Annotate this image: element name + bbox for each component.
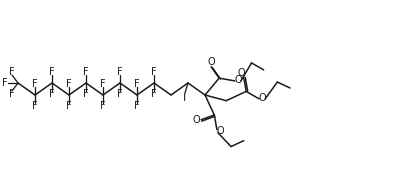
Text: F: F	[100, 101, 106, 111]
Text: F: F	[9, 67, 15, 77]
Text: F: F	[49, 89, 55, 99]
Text: O: O	[192, 115, 200, 125]
Text: I: I	[182, 93, 186, 103]
Text: O: O	[258, 93, 266, 103]
Text: F: F	[83, 89, 89, 99]
Text: F: F	[151, 67, 157, 77]
Text: F: F	[134, 101, 140, 111]
Text: F: F	[100, 79, 106, 89]
Text: F: F	[117, 67, 123, 77]
Text: F: F	[134, 79, 140, 89]
Text: F: F	[2, 78, 8, 88]
Text: F: F	[49, 67, 55, 77]
Text: F: F	[117, 89, 123, 99]
Text: F: F	[83, 67, 89, 77]
Text: F: F	[66, 101, 72, 111]
Text: F: F	[32, 79, 38, 89]
Text: F: F	[151, 89, 157, 99]
Text: F: F	[66, 79, 72, 89]
Text: O: O	[207, 57, 215, 67]
Text: O: O	[216, 126, 224, 136]
Text: F: F	[9, 89, 15, 99]
Text: O: O	[234, 75, 242, 85]
Text: O: O	[238, 68, 246, 78]
Text: F: F	[32, 101, 38, 111]
